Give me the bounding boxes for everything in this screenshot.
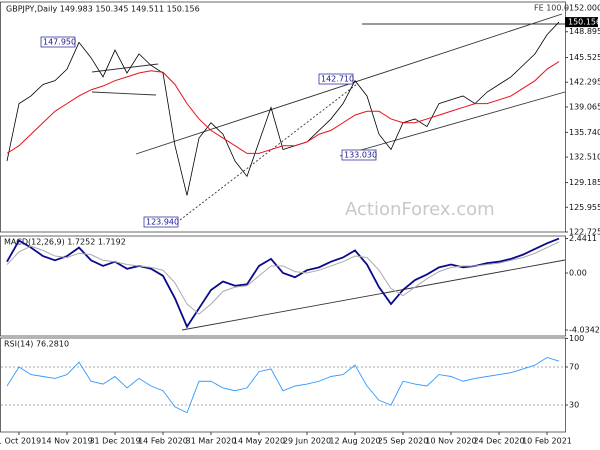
macd-title: MACD(12,26,9) 1.7252 1.7192	[4, 238, 126, 247]
y-tick-label: 125.955	[569, 203, 600, 212]
x-tick-label: 10 Feb 2021	[522, 437, 572, 446]
x-tick-label: 29 Jun 2020	[283, 437, 331, 446]
annotation-box	[341, 149, 377, 161]
y-tick-label: 100	[569, 334, 584, 343]
y-tick-label: 152.000	[569, 3, 600, 12]
rsi-title: RSI(14) 76.2810	[4, 340, 69, 349]
y-tick-label: 132.510	[569, 153, 600, 162]
series-line	[6, 241, 560, 315]
annotation: 142.710	[321, 75, 354, 84]
y-tick-label: 129.185	[569, 178, 600, 187]
x-tick-label: 14 May 2020	[233, 437, 285, 446]
y-tick-label: -4.0342	[569, 325, 600, 334]
x-tick-label: 14 Nov 2019	[41, 437, 92, 446]
annotation: 147.950	[43, 38, 76, 47]
projection-line	[179, 83, 358, 221]
y-tick-label: 122.725	[569, 228, 600, 237]
watermark: ActionForex.com	[345, 199, 495, 220]
x-tick-label: 31 Dec 2019	[89, 437, 140, 446]
annotation-box	[40, 36, 76, 48]
annotation: FE 100.0	[534, 4, 569, 13]
annotation-box	[143, 216, 179, 228]
y-tick-label: 70	[569, 362, 579, 371]
range-bottom	[91, 91, 157, 96]
annotation: 123.940	[146, 218, 179, 227]
rsi-panel	[0, 337, 566, 433]
last-price-label: 150.156	[568, 18, 600, 27]
macd-panel	[0, 235, 566, 337]
range-top	[91, 63, 159, 73]
channel-lower	[339, 91, 566, 157]
y-tick-label: 139.065	[569, 102, 600, 111]
x-tick-label: 31 Mar 2020	[186, 437, 237, 446]
y-tick-label: 30	[569, 401, 579, 410]
series-line	[6, 356, 560, 414]
chart-title: GBPJPY,Daily 149.983 150.345 149.511 150…	[6, 5, 200, 14]
x-tick-label: 12 Aug 2020	[329, 437, 380, 446]
x-tick-label: 10 Nov 2020	[425, 437, 476, 446]
series-line	[6, 61, 560, 154]
annotation-box	[318, 73, 354, 85]
price-panel	[0, 1, 566, 233]
y-tick-label: 2.4411	[569, 234, 597, 243]
y-tick-label: 142.295	[569, 78, 600, 87]
x-tick-label: 1 Oct 2019	[0, 437, 41, 446]
x-tick-label: 14 Feb 2020	[138, 437, 188, 446]
macd-trendline	[181, 259, 566, 331]
y-tick-label: 145.525	[569, 53, 600, 62]
x-tick-label: 24 Dec 2020	[473, 437, 524, 446]
last-price-box	[565, 17, 598, 28]
y-tick-label: 135.740	[569, 128, 600, 137]
series-line	[6, 21, 560, 196]
y-tick-label: 0.00	[569, 269, 587, 278]
y-tick-label: 148.895	[569, 27, 600, 36]
x-tick-label: 25 Sep 2020	[378, 437, 429, 446]
series-line	[6, 237, 560, 329]
annotation: 133.030	[344, 151, 377, 160]
